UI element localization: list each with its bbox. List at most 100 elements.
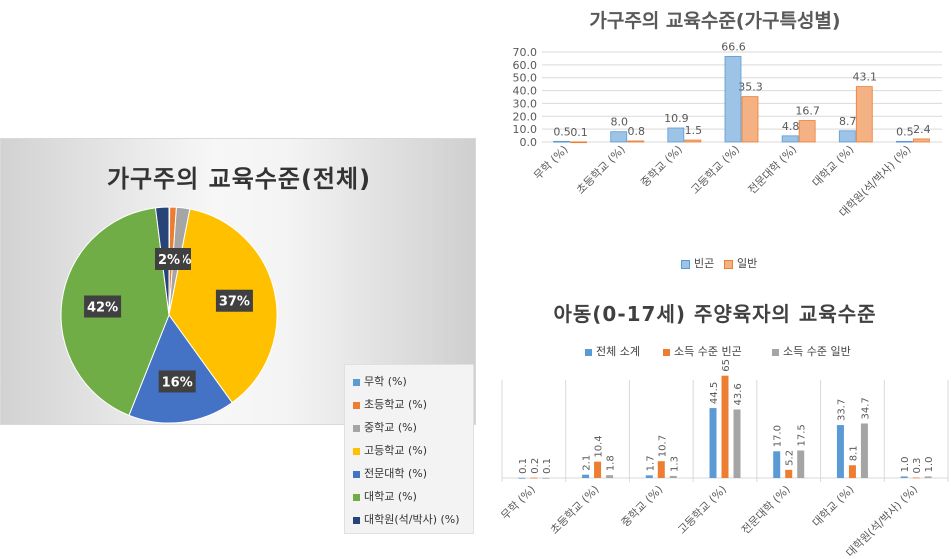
bar: [684, 139, 702, 143]
y-tick-label: 70.0: [513, 46, 538, 59]
bar: [530, 477, 538, 479]
bar: [836, 425, 844, 478]
legend-swatch: [353, 470, 360, 478]
pie-chart-panel: 가구주의 교육수준(전체) % 37% 16% 42% 2% 무학 (%) 초등학교 (%…: [0, 138, 476, 534]
y-tick-label: 10.0: [513, 123, 538, 136]
bar: [855, 86, 873, 143]
bar-data-label: 43.6: [733, 383, 744, 405]
pie-legend-item: 대학원(석/박사) (%): [353, 511, 460, 527]
legend-swatch: [585, 348, 592, 356]
bar-data-label: 65.1: [721, 358, 732, 372]
bar-chart-1: 0.010.020.030.040.050.060.070.00.5 0.1무학 …: [513, 40, 942, 220]
bar: [797, 450, 805, 478]
bar: [657, 461, 665, 478]
bar: [669, 475, 677, 478]
bar: [645, 475, 653, 478]
bar-data-label: 1.0: [924, 457, 935, 473]
bar-data-label: 0.8: [627, 125, 645, 138]
x-tick-label: 중학교 (%): [638, 143, 685, 190]
x-tick-label: 초등학교 (%): [548, 483, 602, 537]
bar: [518, 477, 526, 479]
bar: [542, 477, 550, 479]
bar: [594, 461, 602, 478]
bar-data-label: 1.8: [606, 455, 617, 471]
bar: [741, 96, 759, 143]
bar-data-label: 35.3: [738, 81, 763, 94]
pie-legend: 무학 (%) 초등학교 (%) 중학교 (%) 고등학교 (%) 전문대학 (%) 대학교…: [344, 364, 474, 534]
x-tick-label: 고등학교 (%): [675, 483, 729, 537]
svg-text:2%: 2%: [158, 253, 180, 268]
x-tick-label: 대학원(석/박사) (%): [844, 483, 921, 558]
pie-chart-title: 가구주의 교육수준(전체): [106, 165, 372, 193]
pie-legend-item: 고등학교 (%): [353, 442, 427, 458]
bar: [798, 120, 816, 143]
legend-swatch: [353, 378, 360, 386]
bar-chart-1-legend-item: 빈곤: [681, 255, 714, 271]
x-tick-label: 무학 (%): [531, 143, 570, 182]
bar-chart-2-title: 아동(0-17세) 주양육자의 교육수준: [553, 302, 877, 326]
pie-legend-item: 대학교 (%): [353, 488, 417, 504]
legend-label: 대학원(석/박사) (%): [364, 513, 460, 526]
bar: [570, 141, 587, 144]
y-tick-label: 0.0: [520, 136, 538, 149]
pie-legend-item: 전문대학 (%): [353, 465, 427, 481]
bar-data-label: 2.4: [913, 123, 931, 136]
y-tick-label: 20.0: [513, 110, 538, 123]
legend-swatch: [353, 493, 360, 501]
legend-swatch: [663, 348, 670, 356]
legend-label: 중학교 (%): [364, 421, 417, 434]
bar-data-label: 0.3: [912, 458, 923, 474]
bar: [913, 138, 930, 143]
x-tick-label: 대학교 (%): [810, 143, 857, 190]
bar-data-label: 17.0: [773, 425, 784, 447]
bar: [912, 477, 920, 479]
x-tick-label: 고등학교 (%): [688, 143, 742, 197]
bar-data-label: 0.2: [530, 458, 541, 474]
bar: [582, 474, 590, 478]
pie-data-label: 2%: [155, 248, 183, 270]
pie-legend-item: 무학 (%): [353, 373, 407, 389]
bar-data-label: 1.3: [669, 456, 680, 472]
bar-data-label: 10.4: [594, 435, 605, 457]
bar-chart-2-legend-item: 소득 수준 빈곤: [663, 343, 742, 359]
bar-data-label: 8.1: [848, 445, 859, 461]
bar-data-label: 43.1: [853, 71, 878, 84]
legend-swatch: [724, 259, 733, 269]
x-tick-label: 전문대학 (%): [739, 483, 793, 537]
bar: [838, 130, 856, 143]
bar-data-label: 8.7: [839, 115, 857, 128]
legend-label: 전체 소계: [596, 345, 640, 358]
pie-legend-item: 중학교 (%): [353, 419, 417, 435]
pie-chart: %37%16%42%2%: [60, 206, 278, 424]
bar-data-label: 8.0: [610, 116, 628, 129]
bar-chart-2-legend-item: 전체 소계: [585, 343, 640, 359]
legend-label: 소득 수준 빈곤: [674, 345, 742, 358]
bar-data-label: 33.7: [836, 399, 847, 421]
legend-swatch: [353, 516, 360, 524]
bar-data-label: 1.0: [900, 457, 911, 473]
x-tick-label: 대학교 (%): [810, 483, 857, 530]
y-tick-label: 60.0: [513, 59, 538, 72]
bar-data-label: 1.5: [685, 124, 703, 137]
svg-text:42%: 42%: [87, 301, 118, 316]
svg-text:16%: 16%: [162, 375, 193, 390]
bar: [721, 375, 729, 478]
bar: [896, 140, 913, 143]
legend-swatch: [353, 401, 360, 409]
y-tick-label: 40.0: [513, 85, 538, 98]
bar: [773, 451, 781, 478]
svg-text:37%: 37%: [219, 295, 250, 310]
pie-slice: [128, 313, 233, 424]
x-tick-label: 중학교 (%): [619, 483, 666, 530]
bar: [606, 475, 614, 478]
bar-data-label: 2.1: [582, 455, 593, 471]
x-tick-label: 무학 (%): [499, 483, 538, 522]
bar-data-label: 10.7: [657, 435, 668, 457]
pie-data-label: 16%: [158, 370, 196, 393]
bar: [860, 423, 868, 478]
y-tick-label: 30.0: [513, 97, 538, 110]
legend-label: 무학 (%): [364, 375, 407, 388]
x-tick-label: 초등학교 (%): [574, 143, 628, 197]
bar: [924, 476, 932, 478]
bar: [553, 140, 570, 143]
